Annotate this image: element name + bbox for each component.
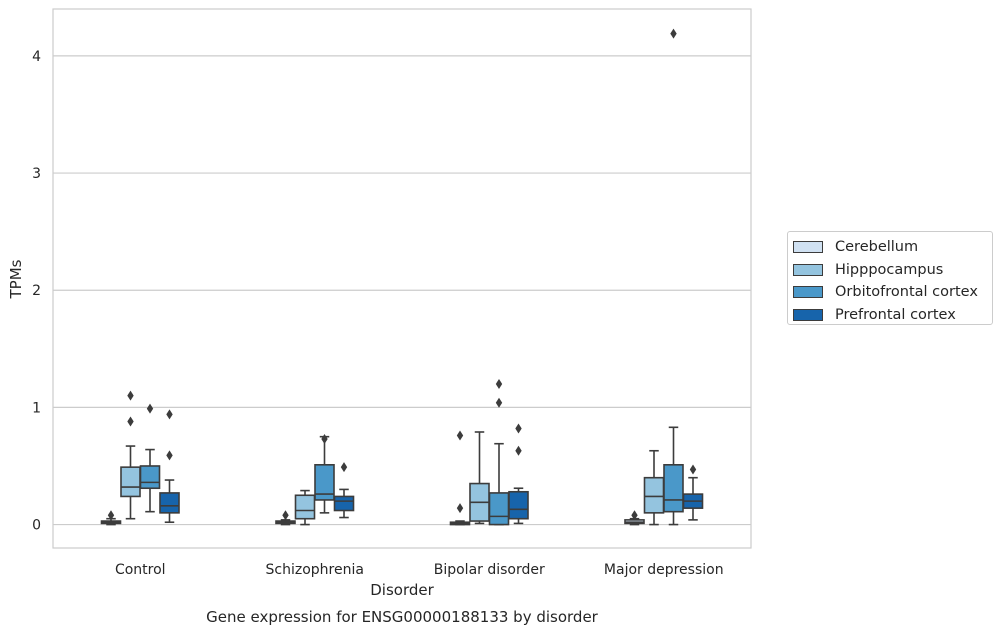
outlier-point [166,450,173,461]
box-plot [469,431,490,525]
box [314,464,335,501]
box [663,464,684,513]
box [139,465,161,490]
box-plot [314,434,335,514]
legend-label: Orbitofrontal cortex [835,284,978,301]
box [488,492,510,526]
outlier-point [689,464,697,475]
y-tick-labels: 0 1 2 3 4 [32,49,41,534]
legend-label: Prefrontal cortex [835,306,956,323]
x-tick-label: Major depression [604,562,724,578]
outlier-point [456,430,464,441]
box-plot [100,510,122,526]
box [294,494,316,520]
box-plot [159,409,180,524]
legend-swatch [793,286,823,299]
box-plot [333,462,355,519]
gridlines [53,55,751,526]
outlier-point [166,409,173,420]
legend-item: Hipppocampus [793,259,992,282]
outlier-point [631,510,638,521]
outlier-point [495,397,503,408]
legend-label: Hipppocampus [835,261,944,278]
box-plot [139,403,161,513]
box-plots [100,28,704,526]
x-tick-label: Control [115,562,166,578]
y-tick-label: 3 [32,166,41,182]
outlier-point [321,434,328,445]
outlier-point [340,462,348,473]
y-axis-title: TPMs [7,259,25,299]
x-tick-label: Bipolar disorder [434,562,545,578]
x-tick-label: Schizophrenia [266,562,364,578]
outlier-point [127,390,134,401]
box-plot [294,489,316,526]
legend: Cerebellum Hipppocampus Orbitofrontal cort… [787,231,993,325]
x-tick-labels: Control Schizophrenia Bipolar disorder Majo… [115,562,724,578]
legend-swatch [793,263,823,276]
box-plot [508,423,529,525]
box-plot [275,510,296,526]
legend-swatch [793,308,823,321]
chart-title: Gene expression for ENSG00000188133 by d… [206,608,599,626]
outlier-point [107,510,115,521]
box [120,466,141,498]
legend-item: Cerebellum [793,236,992,259]
legend-item: Orbitofrontal cortex [793,281,992,304]
legend-label: Cerebellum [835,239,919,256]
box-plot [488,378,510,526]
y-tick-label: 1 [32,400,41,416]
y-tick-label: 4 [32,49,41,65]
box-plot [120,390,141,520]
outlier-point [146,403,154,414]
box [643,476,665,514]
box [159,492,180,514]
box-plot [449,430,471,526]
box-plot [682,464,704,521]
y-tick-label: 0 [32,518,41,534]
box-plot [624,510,645,526]
box-plot [663,28,684,526]
y-tick-label: 2 [32,283,41,299]
outlier-point [456,503,464,514]
box-plot [643,449,665,526]
box [333,495,355,512]
outlier-point [670,28,677,39]
outlier-point [127,416,134,427]
outlier-point [515,423,522,434]
x-axis-title: Disorder [370,581,434,599]
outlier-point [515,445,522,456]
legend-swatch [793,241,823,254]
legend-item: Prefrontal cortex [793,304,992,327]
outlier-point [282,510,289,521]
outlier-point [495,378,503,389]
plot-area-frame [52,8,752,549]
box [508,490,529,520]
